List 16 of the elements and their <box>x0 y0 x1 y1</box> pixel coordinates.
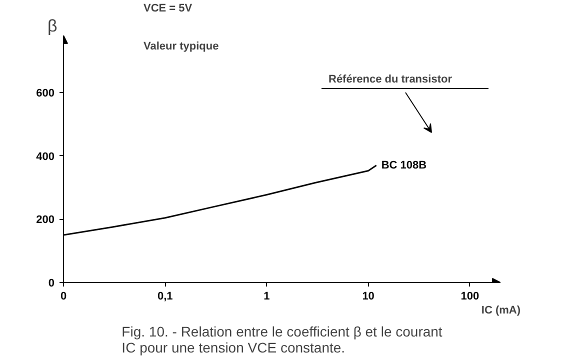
x-tick-label: 100 <box>460 290 480 302</box>
text: Fig. 10. - Relation entre le coefficient β et le courant IC pour une tension VCE constante. <box>122 324 442 356</box>
y-tick-label: 400 <box>36 150 55 163</box>
x-tick-label: 1 <box>264 290 270 302</box>
annotation: Valeur typique <box>144 40 219 52</box>
series-label: BC 108B <box>381 159 427 172</box>
x-axis-title: IC (mA) <box>481 304 521 316</box>
x-tick-label: 10 <box>362 290 374 302</box>
annotation: Référence du transistor <box>328 74 453 86</box>
y-tick-label: 600 <box>36 88 55 100</box>
y-tick-label: 200 <box>36 214 55 226</box>
x-tick-label: 0,1 <box>157 290 173 302</box>
y-axis-title: β <box>48 16 58 36</box>
y-tick-label: 0 <box>48 278 55 290</box>
x-tick-label: 0 <box>60 290 67 302</box>
text: VCE = 5V <box>144 2 193 14</box>
